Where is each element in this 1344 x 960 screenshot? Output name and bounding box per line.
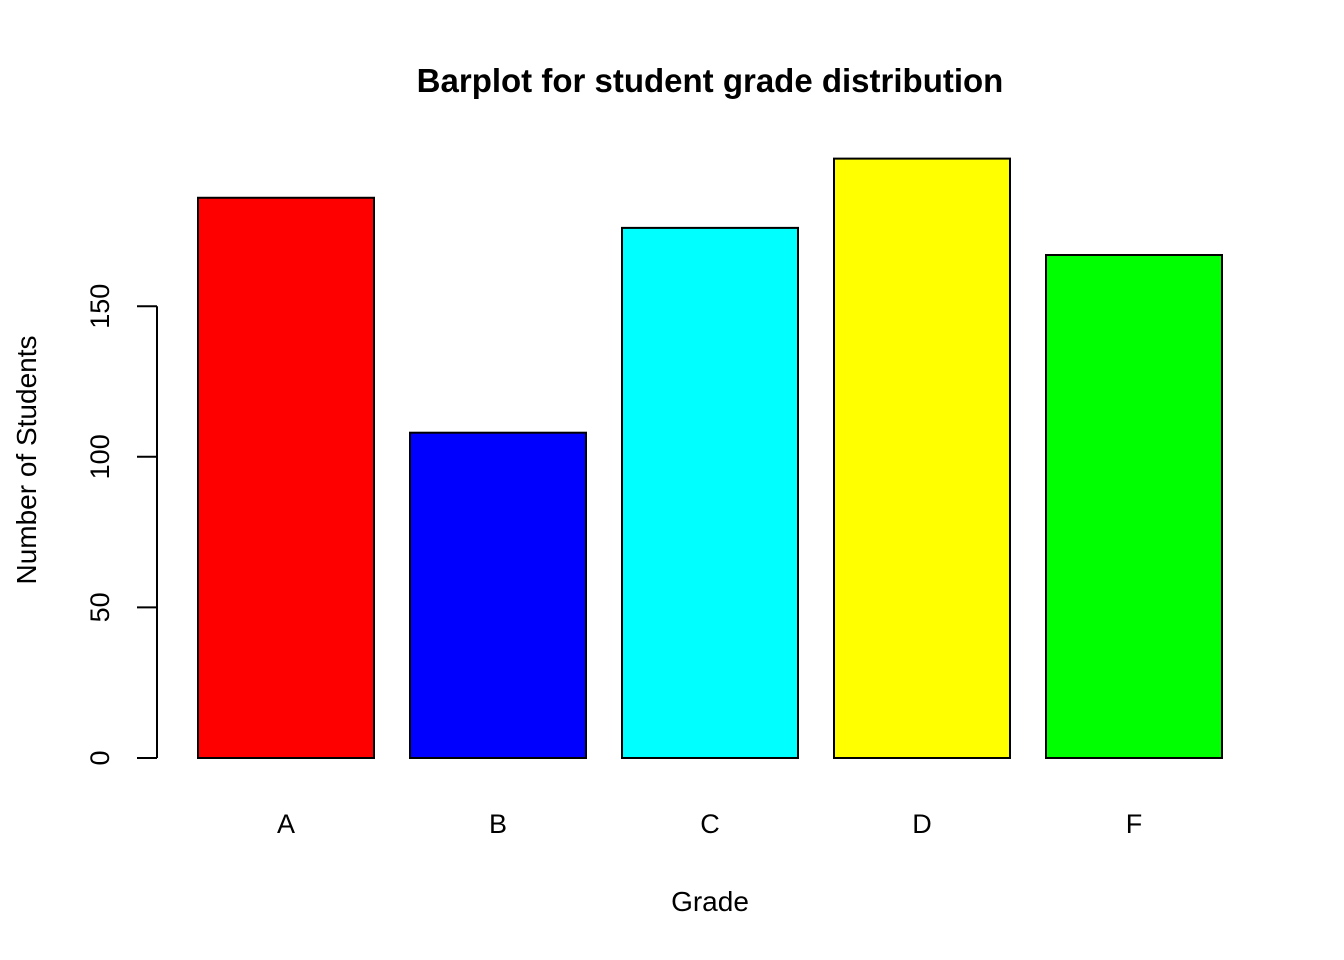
y-tick-label: 0: [85, 750, 115, 765]
bar-a: [197, 196, 375, 759]
chart-title: Barplot for student grade distribution: [417, 62, 1004, 99]
bar-d: [833, 157, 1011, 759]
y-axis: 0 50 100 150: [85, 284, 158, 766]
bar-c: [621, 226, 799, 759]
x-tick-label-b: B: [489, 809, 507, 839]
x-tick-label-a: A: [277, 809, 295, 839]
x-tick-label-d: D: [912, 809, 932, 839]
bar-b: [409, 431, 587, 759]
y-axis-label: Number of Students: [11, 335, 42, 584]
x-tick-label-f: F: [1126, 809, 1143, 839]
y-tick-label: 50: [85, 592, 115, 622]
y-tick-label: 150: [85, 284, 115, 329]
y-tick-label: 100: [85, 434, 115, 479]
x-axis-label: Grade: [671, 886, 749, 917]
bar-f: [1045, 253, 1223, 759]
x-tick-label-c: C: [700, 809, 720, 839]
bars-group: [197, 157, 1223, 759]
